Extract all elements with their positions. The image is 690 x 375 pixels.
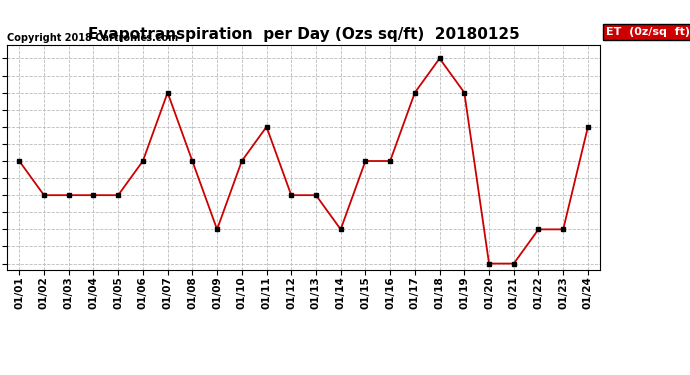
Title: Evapotranspiration  per Day (Ozs sq/ft)  20180125: Evapotranspiration per Day (Ozs sq/ft) 2… bbox=[88, 27, 520, 42]
Text: Copyright 2018 Cartronics.com: Copyright 2018 Cartronics.com bbox=[7, 33, 178, 43]
Text: ET  (0z/sq  ft): ET (0z/sq ft) bbox=[607, 27, 690, 37]
